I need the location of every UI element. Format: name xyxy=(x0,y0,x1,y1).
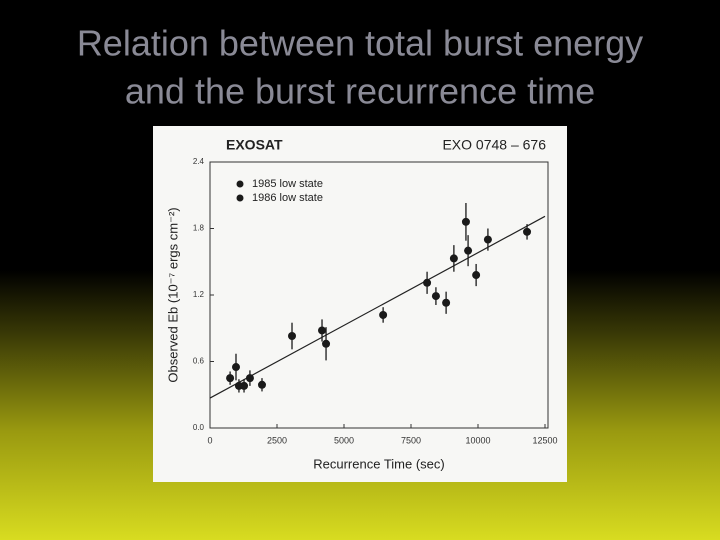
y-tick-label: 1.8 xyxy=(193,224,205,233)
slide-title: and the burst recurrence time xyxy=(125,71,595,112)
point xyxy=(523,227,532,236)
point xyxy=(431,292,440,301)
y-tick-label: 1.2 xyxy=(193,290,205,299)
point xyxy=(245,374,254,383)
y-tick-label: 0.6 xyxy=(193,357,205,366)
point xyxy=(257,380,266,389)
x-tick-label: 2500 xyxy=(267,435,287,445)
point xyxy=(464,246,473,255)
point xyxy=(318,326,327,335)
x-tick-label: 5000 xyxy=(334,435,354,445)
point xyxy=(379,310,388,319)
fit-line xyxy=(209,215,546,399)
point xyxy=(226,374,235,383)
x-tick-label: 7500 xyxy=(401,435,421,445)
point xyxy=(240,381,249,390)
y-tick-label: 2.4 xyxy=(193,157,205,166)
annotation: EXO 0748 – 676 xyxy=(442,137,546,153)
legend-label: 1985 low state xyxy=(252,178,323,190)
legend-label: 1986 low state xyxy=(252,192,323,204)
chart-background xyxy=(153,126,567,482)
point xyxy=(322,339,331,348)
point xyxy=(442,298,451,307)
legend-marker xyxy=(236,194,244,202)
point xyxy=(461,217,470,226)
point xyxy=(231,363,240,372)
x-tick-label: 12500 xyxy=(532,435,557,445)
y-axis-label: Observed Eb (10⁻⁷ ergs cm⁻²) xyxy=(165,207,180,382)
x-tick-label: 10000 xyxy=(465,435,490,445)
y-tick-label: 0.0 xyxy=(193,423,205,432)
point xyxy=(288,332,297,341)
point xyxy=(423,278,432,287)
legend-marker xyxy=(236,180,244,188)
x-axis-label: Recurrence Time (sec) xyxy=(313,456,444,471)
point xyxy=(472,271,481,280)
slide-title: Relation between total burst energy xyxy=(77,23,643,64)
point xyxy=(483,235,492,244)
x-tick-label: 0 xyxy=(207,435,212,445)
point xyxy=(449,254,458,263)
annotation: EXOSAT xyxy=(226,137,283,153)
